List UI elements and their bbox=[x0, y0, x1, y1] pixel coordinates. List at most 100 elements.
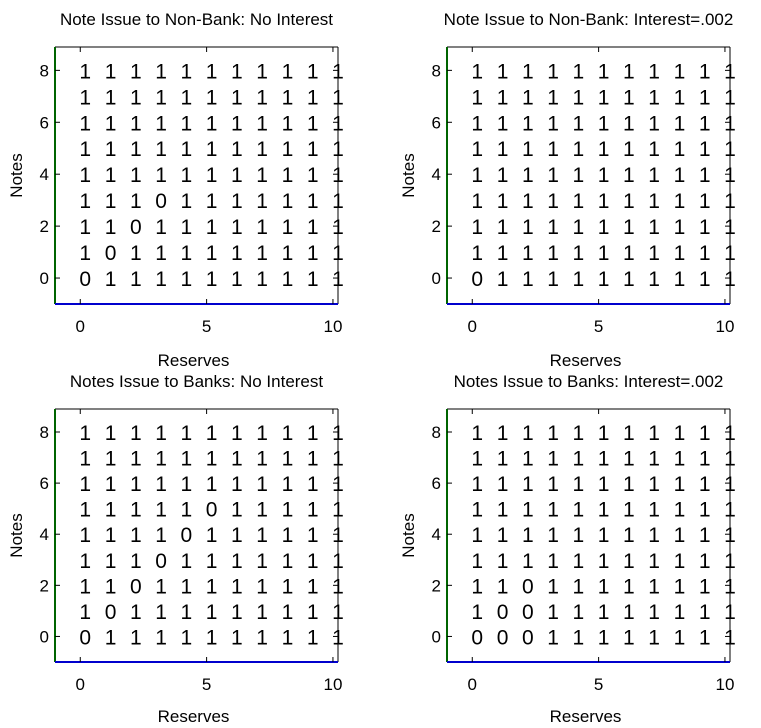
cell-value: 1 bbox=[206, 138, 218, 161]
cell-value: 1 bbox=[497, 448, 509, 471]
cell-value: 1 bbox=[282, 268, 294, 291]
cell-value: 1 bbox=[256, 86, 268, 109]
cell-value: 1 bbox=[648, 112, 660, 135]
cell-value: 1 bbox=[547, 164, 559, 187]
cell-value: 1 bbox=[332, 448, 344, 471]
cell-value: 1 bbox=[522, 448, 534, 471]
cell-value: 1 bbox=[332, 216, 344, 239]
cell-value: 1 bbox=[79, 190, 91, 213]
y-tick-label: 8 bbox=[432, 61, 441, 80]
cell-value: 1 bbox=[547, 499, 559, 522]
cell-value: 1 bbox=[674, 86, 686, 109]
cell-value: 1 bbox=[674, 448, 686, 471]
cell-value: 1 bbox=[282, 422, 294, 445]
cell-value: 1 bbox=[674, 216, 686, 239]
cell-value: 1 bbox=[598, 242, 610, 265]
cell-value: 1 bbox=[256, 550, 268, 573]
cell-value: 1 bbox=[648, 448, 660, 471]
x-tick-label: 5 bbox=[202, 317, 211, 336]
x-tick-label: 0 bbox=[468, 675, 477, 694]
cell-value: 1 bbox=[522, 422, 534, 445]
cell-value: 1 bbox=[572, 550, 584, 573]
cell-value: 1 bbox=[724, 216, 736, 239]
x-tick-label: 10 bbox=[323, 317, 342, 336]
cell-value: 1 bbox=[180, 138, 192, 161]
cell-value: 1 bbox=[547, 242, 559, 265]
cell-value: 1 bbox=[497, 422, 509, 445]
cell-value: 1 bbox=[332, 499, 344, 522]
cell-value: 1 bbox=[332, 422, 344, 445]
cell-value: 1 bbox=[231, 216, 243, 239]
cell-value: 1 bbox=[674, 575, 686, 598]
cell-value: 0 bbox=[471, 626, 483, 649]
cell-value: 1 bbox=[155, 112, 167, 135]
cell-value: 1 bbox=[105, 60, 117, 83]
cell-value: 1 bbox=[623, 86, 635, 109]
cell-value: 1 bbox=[547, 86, 559, 109]
cell-value: 1 bbox=[674, 473, 686, 496]
y-tick-label: 4 bbox=[40, 165, 49, 184]
cell-value: 1 bbox=[155, 86, 167, 109]
cell-value: 1 bbox=[180, 422, 192, 445]
cell-value: 1 bbox=[547, 601, 559, 624]
cell-value: 1 bbox=[231, 499, 243, 522]
cell-value: 1 bbox=[130, 86, 142, 109]
cell-value: 1 bbox=[598, 216, 610, 239]
cell-value: 1 bbox=[130, 601, 142, 624]
cell-value: 1 bbox=[282, 499, 294, 522]
cell-value: 1 bbox=[699, 550, 711, 573]
y-tick-label: 8 bbox=[432, 423, 441, 442]
cell-value: 1 bbox=[206, 164, 218, 187]
cell-value: 1 bbox=[256, 216, 268, 239]
cell-value: 1 bbox=[332, 164, 344, 187]
cell-value: 1 bbox=[674, 138, 686, 161]
cell-value: 1 bbox=[674, 601, 686, 624]
cell-value: 0 bbox=[105, 242, 117, 265]
cell-value: 1 bbox=[623, 164, 635, 187]
cell-value: 0 bbox=[471, 268, 483, 291]
cell-value: 1 bbox=[623, 190, 635, 213]
cell-value: 1 bbox=[79, 164, 91, 187]
cell-value: 1 bbox=[155, 422, 167, 445]
cell-value: 1 bbox=[206, 448, 218, 471]
cell-value: 1 bbox=[598, 112, 610, 135]
cell-value: 1 bbox=[572, 448, 584, 471]
cell-value: 1 bbox=[724, 473, 736, 496]
cell-value: 1 bbox=[623, 216, 635, 239]
chart-title: Notes Issue to Banks: No Interest bbox=[70, 372, 324, 391]
cell-value: 1 bbox=[307, 422, 319, 445]
cell-value: 1 bbox=[180, 86, 192, 109]
cell-value: 1 bbox=[282, 60, 294, 83]
cell-value: 1 bbox=[282, 524, 294, 547]
x-tick-label: 10 bbox=[323, 675, 342, 694]
cell-value: 1 bbox=[332, 575, 344, 598]
cell-value: 1 bbox=[522, 473, 534, 496]
y-tick-label: 2 bbox=[40, 576, 49, 595]
cell-value: 1 bbox=[282, 112, 294, 135]
cell-value: 1 bbox=[231, 524, 243, 547]
cell-value: 1 bbox=[522, 112, 534, 135]
cell-value: 0 bbox=[180, 524, 192, 547]
cell-value: 1 bbox=[471, 575, 483, 598]
cell-value: 1 bbox=[598, 499, 610, 522]
cell-value: 1 bbox=[623, 138, 635, 161]
cell-value: 1 bbox=[598, 524, 610, 547]
cell-value: 1 bbox=[522, 550, 534, 573]
cell-value: 1 bbox=[648, 524, 660, 547]
cell-value: 1 bbox=[332, 86, 344, 109]
cell-value: 1 bbox=[724, 524, 736, 547]
cell-value: 1 bbox=[497, 575, 509, 598]
cell-value: 1 bbox=[307, 60, 319, 83]
cell-value: 1 bbox=[282, 138, 294, 161]
cell-value: 1 bbox=[307, 524, 319, 547]
cell-value: 1 bbox=[282, 242, 294, 265]
cell-value: 1 bbox=[282, 164, 294, 187]
chart-title: Notes Issue to Banks: Interest=.002 bbox=[454, 372, 724, 391]
cell-value: 1 bbox=[547, 422, 559, 445]
cell-value: 1 bbox=[724, 499, 736, 522]
x-axis-label: Reserves bbox=[550, 351, 622, 370]
cell-value: 1 bbox=[332, 138, 344, 161]
cell-value: 1 bbox=[79, 524, 91, 547]
cell-value: 1 bbox=[155, 138, 167, 161]
cell-value: 1 bbox=[155, 626, 167, 649]
